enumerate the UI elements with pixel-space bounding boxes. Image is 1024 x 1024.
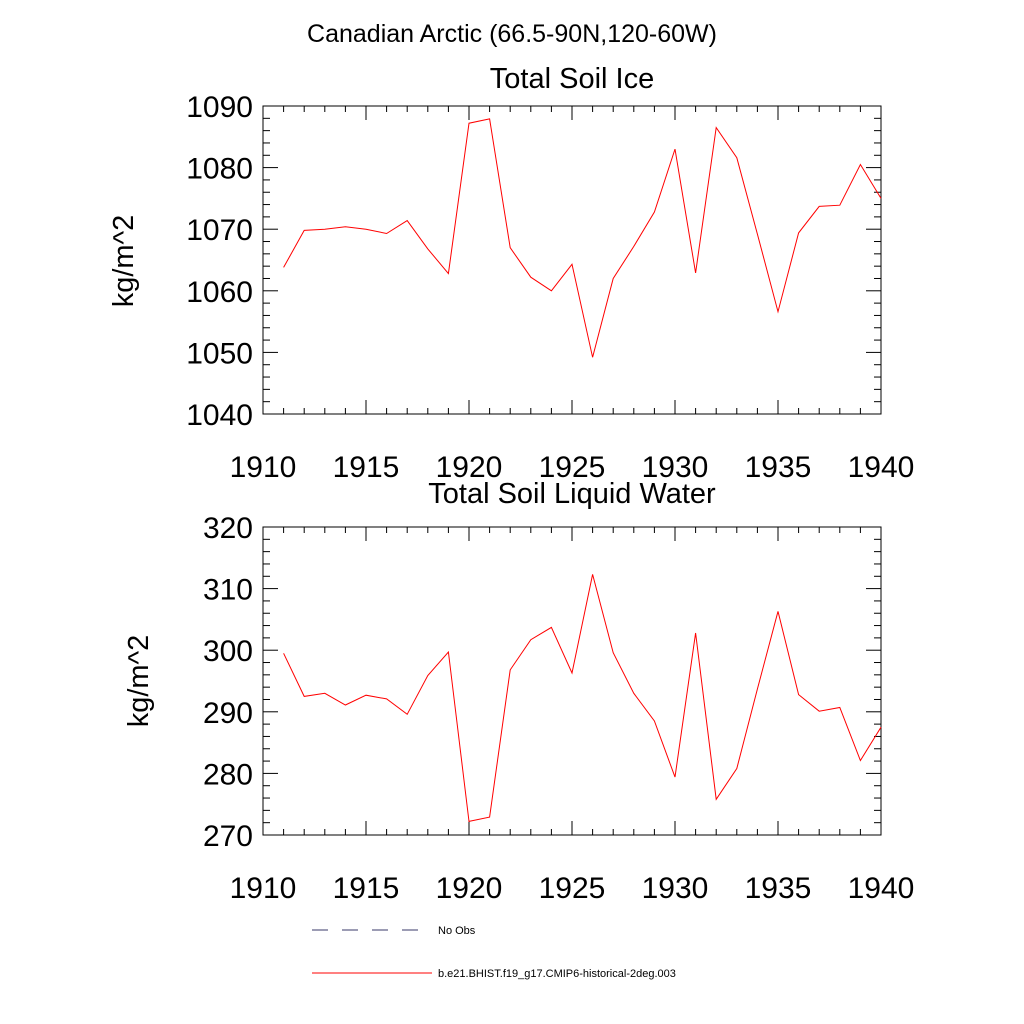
x-tick-label: 1920 — [436, 872, 503, 905]
x-tick-label: 1915 — [333, 872, 400, 905]
plot-frame — [262, 526, 882, 836]
panel-title: Total Soil Ice — [490, 63, 654, 95]
legend-label: b.e21.BHIST.f19_g17.CMIP6-historical-2de… — [438, 968, 676, 980]
x-tick-label: 1925 — [539, 451, 606, 484]
y-tick-label: 1050 — [186, 337, 253, 370]
x-tick-label: 1920 — [436, 451, 503, 484]
y-tick-label: 320 — [203, 512, 253, 545]
x-tick-label: 1935 — [745, 872, 812, 905]
y-tick-label: 300 — [203, 635, 253, 668]
legend-label: No Obs — [438, 925, 476, 937]
x-tick-label: 1930 — [642, 872, 709, 905]
series-line — [283, 574, 882, 823]
y-tick-label: 1090 — [186, 91, 253, 124]
panel-total-soil-ice: Total Soil Ice kg/m^2 1910 1915 1920 1925 19… — [108, 63, 914, 484]
y-axis-label: kg/m^2 — [108, 215, 140, 308]
y-tick-label: 1060 — [186, 276, 253, 309]
series-line — [283, 118, 882, 358]
legend: No Obs b.e21.BHIST.f19_g17.CMIP6-histori… — [312, 925, 676, 980]
y-tick-label: 280 — [203, 758, 253, 791]
y-tick-label: 1070 — [186, 214, 253, 247]
y-tick-label: 270 — [203, 820, 253, 853]
x-tick-label: 1910 — [230, 872, 297, 905]
x-tick-label: 1935 — [745, 451, 812, 484]
x-tick-label: 1915 — [333, 451, 400, 484]
y-tick-label: 290 — [203, 697, 253, 730]
y-tick-label: 310 — [203, 574, 253, 607]
y-tick-label: 1080 — [186, 153, 253, 186]
figure-title: Canadian Arctic (66.5-90N,120-60W) — [307, 20, 717, 48]
x-tick-label: 1910 — [230, 451, 297, 484]
x-tick-label: 1925 — [539, 872, 606, 905]
y-tick-label: 1040 — [186, 399, 253, 432]
panel-total-soil-liquid-water: Total Soil Liquid Water kg/m^2 1910 1915 1… — [123, 478, 914, 905]
x-tick-label: 1930 — [642, 451, 709, 484]
plot-frame — [262, 105, 882, 415]
y-axis-label: kg/m^2 — [123, 635, 155, 728]
x-tick-label: 1940 — [848, 451, 915, 484]
x-tick-label: 1940 — [848, 872, 915, 905]
panel-title: Total Soil Liquid Water — [428, 478, 716, 510]
